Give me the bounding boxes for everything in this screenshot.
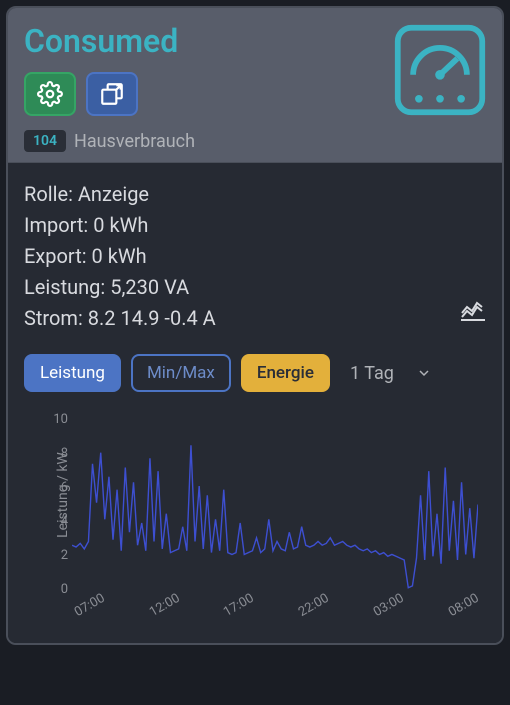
expand-button[interactable] xyxy=(86,72,138,116)
x-ticks: 07:0012:0017:0022:0003:0008:00 xyxy=(72,601,478,631)
y-tick: 2 xyxy=(44,548,68,563)
y-tick: 4 xyxy=(44,514,68,529)
y-tick: 10 xyxy=(44,412,68,427)
info-import: Import: 0 kWh xyxy=(24,210,486,241)
info-current: Strom: 8.2 14.9 -0.4 A xyxy=(24,303,486,334)
chart-toggle-button[interactable] xyxy=(460,299,486,330)
tab-minmax[interactable]: Min/Max xyxy=(131,354,231,392)
expand-icon xyxy=(99,81,125,107)
line-chart-icon xyxy=(460,299,486,321)
info-role: Rolle: Anzeige xyxy=(24,179,486,210)
chevron-down-icon xyxy=(418,367,430,379)
y-tick: 8 xyxy=(44,446,68,461)
widget-header: Consumed xyxy=(8,8,502,163)
widget-card: Consumed xyxy=(6,6,504,645)
badge-row: 104 Hausverbrauch xyxy=(24,130,486,152)
badge-label: Hausverbrauch xyxy=(74,131,195,152)
chart-area: Leistung / kW 1086420 07:0012:0017:0022:… xyxy=(24,406,486,631)
tab-energy[interactable]: Energie xyxy=(241,354,330,392)
gauge-icon xyxy=(392,22,488,118)
range-dropdown[interactable]: 1 Tag xyxy=(340,357,440,390)
chart-plot xyxy=(72,412,478,597)
range-value: 1 Tag xyxy=(350,363,394,384)
y-tick: 6 xyxy=(44,480,68,495)
gear-icon xyxy=(37,81,63,107)
info-power: Leistung: 5,230 VA xyxy=(24,272,486,303)
info-export: Export: 0 kWh xyxy=(24,241,486,272)
y-ticks: 10 8 6 4 2 0 xyxy=(44,412,68,597)
y-tick: 0 xyxy=(44,582,68,597)
chart-controls: Leistung Min/Max Energie 1 Tag xyxy=(24,354,486,392)
widget-body: Rolle: Anzeige Import: 0 kWh Export: 0 k… xyxy=(8,163,502,643)
settings-button[interactable] xyxy=(24,72,76,116)
id-badge: 104 xyxy=(24,130,66,152)
info-list: Rolle: Anzeige Import: 0 kWh Export: 0 k… xyxy=(24,179,486,334)
tab-power[interactable]: Leistung xyxy=(24,354,121,392)
